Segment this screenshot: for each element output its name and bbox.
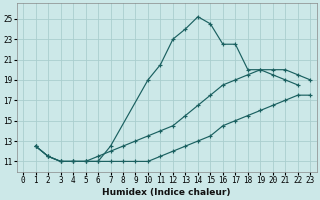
X-axis label: Humidex (Indice chaleur): Humidex (Indice chaleur): [102, 188, 231, 197]
